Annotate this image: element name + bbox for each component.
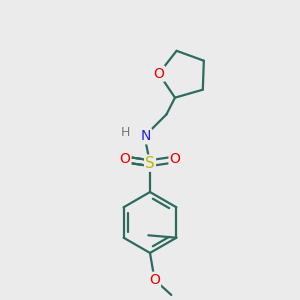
Text: O: O [120, 152, 130, 167]
Text: N: N [141, 129, 151, 143]
Text: O: O [149, 273, 160, 287]
Text: H: H [121, 126, 130, 139]
Text: O: O [169, 152, 180, 167]
Text: S: S [145, 156, 155, 171]
Text: O: O [153, 67, 164, 81]
